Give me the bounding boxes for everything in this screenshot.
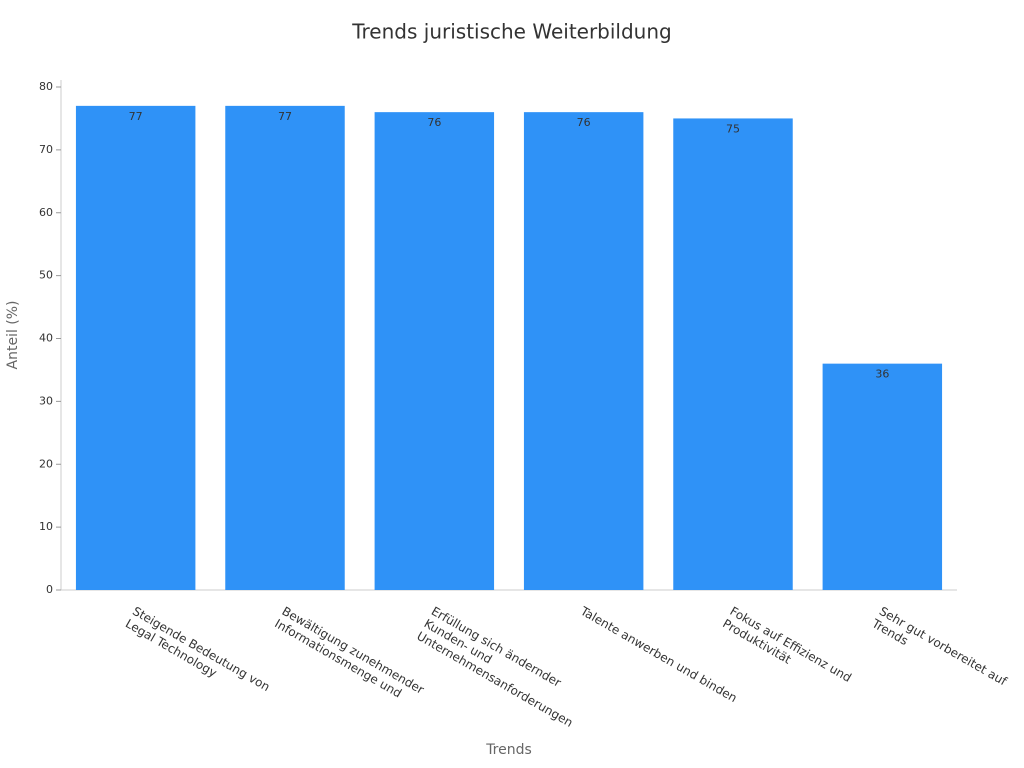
value-label: 76 bbox=[427, 116, 441, 129]
x-axis-label: Trends bbox=[485, 742, 532, 758]
y-tick-label: 60 bbox=[39, 206, 53, 219]
value-label: 77 bbox=[278, 110, 292, 123]
y-tick-label: 70 bbox=[39, 143, 53, 156]
value-label: 76 bbox=[577, 116, 591, 129]
y-tick-label: 0 bbox=[46, 583, 53, 596]
bar bbox=[225, 105, 345, 591]
y-tick-label: 40 bbox=[39, 332, 53, 345]
y-tick-label: 80 bbox=[39, 80, 53, 93]
y-tick-label: 50 bbox=[39, 269, 53, 282]
chart-title: Trends juristische Weiterbildung bbox=[351, 20, 671, 44]
x-tick-label: Steigende Bedeutung von Legal Technology bbox=[123, 604, 276, 709]
x-tick-label: Talente anwerben und binden bbox=[578, 603, 740, 705]
y-tick-label: 10 bbox=[39, 520, 53, 533]
bar bbox=[374, 112, 495, 591]
value-label: 75 bbox=[726, 122, 740, 135]
bar bbox=[822, 363, 943, 590]
bar bbox=[673, 118, 793, 590]
y-axis-label: Anteil (%) bbox=[5, 300, 21, 369]
value-label: 77 bbox=[129, 110, 143, 123]
value-label: 36 bbox=[875, 368, 889, 381]
y-tick-label: 20 bbox=[39, 457, 53, 470]
x-tick-label: Sehr gut vorbereitet auf Trends bbox=[869, 603, 1013, 702]
x-tick-label: Fokus auf Effizienz und Produktivität bbox=[721, 604, 858, 699]
x-tick-label: Erfüllung sich ändernder Kunden- und Unt… bbox=[415, 604, 590, 730]
bar bbox=[523, 112, 644, 591]
bar bbox=[75, 105, 196, 591]
x-tick-label: Bewältigung zunehmender Informationsmeng… bbox=[273, 604, 430, 711]
y-tick-label: 30 bbox=[39, 394, 53, 407]
